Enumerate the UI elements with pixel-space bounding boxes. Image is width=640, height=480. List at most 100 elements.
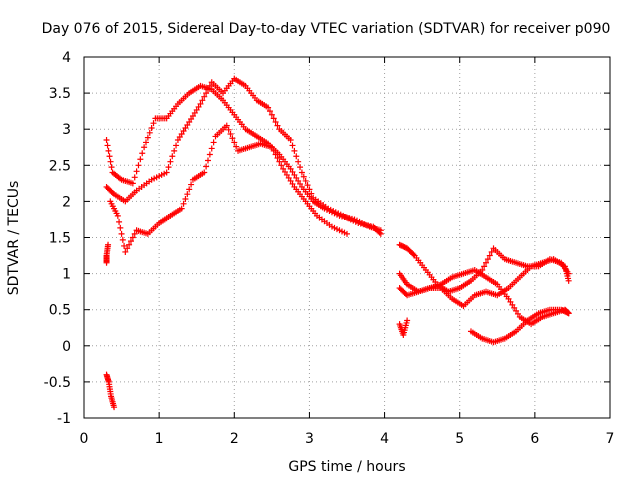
- data-point-interp: [488, 248, 495, 255]
- data-point-interp: [150, 120, 157, 127]
- data-point-interp: [402, 291, 409, 298]
- y-tick-label: 0: [62, 339, 71, 355]
- series-track-h: [396, 317, 411, 338]
- data-point: [201, 169, 208, 176]
- y-tick-label: 1.5: [49, 231, 71, 247]
- data-point-interp: [193, 106, 200, 113]
- grid: [84, 57, 610, 418]
- data-point-interp: [118, 230, 125, 237]
- data-points: [103, 75, 572, 411]
- data-point: [565, 310, 572, 317]
- data-point-interp: [481, 263, 488, 270]
- x-tick-label: 0: [80, 431, 89, 447]
- data-point-interp: [148, 124, 155, 131]
- data-point-interp: [509, 301, 516, 308]
- data-point-interp: [186, 186, 193, 193]
- data-point-interp: [289, 142, 296, 149]
- data-point-interp: [295, 158, 302, 165]
- data-point-interp: [189, 112, 196, 119]
- data-point-interp: [484, 256, 491, 263]
- x-tick-label: 7: [606, 431, 615, 447]
- y-tick-label: 2: [62, 194, 71, 210]
- data-point-interp: [119, 236, 126, 243]
- data-point-interp: [116, 218, 123, 225]
- data-point-interp: [297, 180, 304, 187]
- data-point-interp: [131, 230, 138, 237]
- data-point-interp: [203, 90, 210, 97]
- data-point-interp: [297, 164, 304, 171]
- data-point-interp: [165, 164, 172, 171]
- data-point-interp: [173, 142, 180, 149]
- data-point-interp: [182, 124, 189, 131]
- series-track-d: [396, 241, 572, 295]
- data-point: [223, 122, 230, 129]
- data-point-interp: [117, 224, 124, 231]
- data-point-interp: [272, 151, 279, 158]
- axis-ticks: [83, 56, 611, 419]
- data-point-interp: [289, 168, 296, 175]
- data-point-interp: [295, 177, 302, 184]
- data-point-interp: [291, 171, 298, 178]
- data-point-interp: [306, 186, 313, 193]
- series-track-g: [467, 306, 572, 346]
- data-point: [268, 144, 275, 151]
- data-point: [344, 230, 350, 237]
- data-point: [105, 241, 112, 248]
- y-tick-label: 0.5: [49, 303, 71, 319]
- data-point-interp: [483, 259, 490, 266]
- data-point-interp: [283, 171, 290, 178]
- data-point-interp: [278, 162, 285, 169]
- data-point-interp: [178, 131, 185, 138]
- data-point-interp: [142, 139, 149, 146]
- data-point-interp: [121, 242, 128, 249]
- data-point-interp: [105, 147, 112, 154]
- data-point-interp: [208, 145, 215, 152]
- y-tick-label: 4: [62, 50, 71, 66]
- data-point-interp: [285, 174, 292, 181]
- data-point-interp: [511, 304, 518, 311]
- y-tick-label: 1: [62, 267, 71, 283]
- data-point-interp: [182, 195, 189, 202]
- data-point-interp: [206, 151, 213, 158]
- data-point-interp: [227, 131, 234, 138]
- data-point-interp: [308, 190, 315, 197]
- data-point-interp: [274, 155, 281, 162]
- data-point-interp: [124, 245, 131, 252]
- series-track-j: [103, 241, 112, 266]
- series-track-i: [103, 371, 118, 411]
- series-track-e: [396, 266, 572, 328]
- data-point: [114, 212, 121, 219]
- data-point-interp: [276, 158, 283, 165]
- data-point-interp: [176, 134, 183, 141]
- data-point-interp: [233, 143, 240, 150]
- data-point: [298, 169, 305, 176]
- y-tick-label: -1: [57, 411, 71, 427]
- data-point: [265, 104, 272, 111]
- data-point-interp: [229, 135, 236, 142]
- data-point-interp: [201, 93, 208, 100]
- data-point-interp: [410, 251, 417, 258]
- data-point-interp: [171, 147, 178, 154]
- data-point-interp: [199, 97, 206, 104]
- series-track-f: [396, 256, 572, 310]
- x-tick-label: 2: [230, 431, 239, 447]
- y-axis-label: SDTVAR / TECUs: [6, 181, 22, 296]
- data-point-interp: [133, 168, 140, 175]
- data-point: [197, 100, 204, 107]
- chart-title: Day 076 of 2015, Sidereal Day-to-day VTE…: [42, 21, 611, 37]
- data-point: [141, 144, 148, 151]
- data-point-interp: [144, 134, 151, 141]
- y-tick-label: 3: [62, 122, 71, 138]
- y-tick-labels: -1 -0.5 0 0.5 1 1.5 2 2.5 3 3.5 4: [44, 50, 71, 427]
- data-point: [122, 248, 129, 255]
- x-tick-label: 3: [305, 431, 314, 447]
- plot-frame: [83, 56, 611, 419]
- data-point-interp: [126, 241, 133, 248]
- data-point-interp: [304, 182, 311, 189]
- data-point-interp: [270, 115, 277, 122]
- data-point-interp: [231, 139, 238, 146]
- data-point-interp: [188, 115, 195, 122]
- x-tick-label: 4: [380, 431, 389, 447]
- series-track-b: [103, 75, 384, 237]
